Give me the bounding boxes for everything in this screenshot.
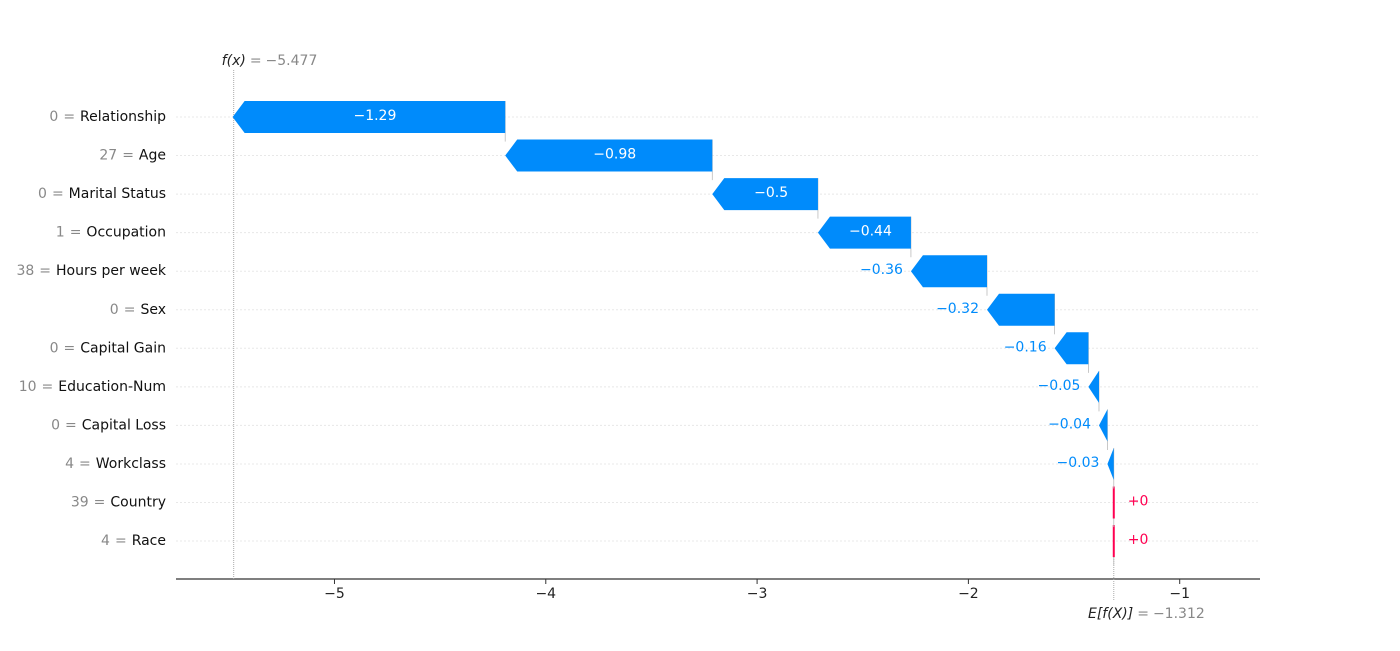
- feature-value: 0: [110, 302, 119, 318]
- bar: [1107, 447, 1114, 480]
- value-label: −0.36: [860, 262, 903, 278]
- value-label: −0.04: [1048, 416, 1091, 432]
- feature-label: 0 = Marital Status: [38, 186, 166, 202]
- feature-value: 0: [38, 186, 47, 202]
- base-label: E[f(X)] = −1.312: [1088, 606, 1205, 622]
- feature-name: Marital Status: [69, 186, 166, 202]
- feature-equals: =: [39, 263, 51, 279]
- x-tick-label: −4: [535, 586, 556, 602]
- bar: [986, 293, 1055, 326]
- feature-value: 0: [50, 340, 59, 356]
- feature-equals: =: [70, 225, 82, 241]
- feature-label: 4 = Race: [101, 533, 166, 549]
- feature-equals: =: [42, 379, 54, 395]
- x-tick-label: −2: [958, 586, 979, 602]
- x-tick-label: −5: [324, 586, 345, 602]
- feature-equals: =: [65, 417, 77, 433]
- base-name: E[f(X)]: [1088, 606, 1133, 622]
- x-tick-label: −3: [747, 586, 768, 602]
- value-label: −0.44: [849, 224, 892, 240]
- feature-value: 4: [65, 456, 74, 472]
- fx-value: −5.477: [266, 53, 318, 69]
- value-label: +0: [1128, 494, 1149, 510]
- feature-equals: =: [64, 340, 76, 356]
- feature-label: 0 = Capital Gain: [50, 340, 166, 356]
- feature-value: 39: [71, 495, 89, 511]
- feature-equals: =: [63, 109, 75, 125]
- feature-name: Capital Loss: [82, 417, 166, 433]
- feature-label: 4 = Workclass: [65, 456, 166, 472]
- fx-equals: =: [250, 53, 262, 69]
- bar: [910, 255, 987, 288]
- bar: [817, 216, 911, 249]
- feature-label: 38 = Hours per week: [16, 263, 166, 279]
- value-label: −0.05: [1038, 378, 1081, 394]
- feature-name: Relationship: [80, 109, 166, 125]
- bar: [1054, 332, 1089, 365]
- feature-equals: =: [79, 456, 91, 472]
- feature-equals: =: [124, 302, 136, 318]
- feature-equals: =: [94, 495, 106, 511]
- feature-name: Education-Num: [58, 379, 166, 395]
- feature-value: 0: [51, 417, 60, 433]
- feature-name: Workclass: [96, 456, 166, 472]
- feature-equals: =: [115, 533, 127, 549]
- feature-name: Country: [110, 495, 166, 511]
- feature-value: 1: [56, 225, 65, 241]
- feature-label: 0 = Capital Loss: [51, 417, 166, 433]
- feature-value: 0: [49, 109, 58, 125]
- feature-equals: =: [52, 186, 64, 202]
- bar: [712, 178, 818, 211]
- feature-name: Race: [132, 533, 166, 549]
- base-value: −1.312: [1153, 606, 1205, 622]
- feature-label: 0 = Relationship: [49, 109, 166, 125]
- feature-label: 39 = Country: [71, 495, 166, 511]
- bar: [1098, 409, 1108, 442]
- feature-name: Sex: [140, 302, 166, 318]
- feature-name: Age: [139, 148, 166, 164]
- feature-label: 27 = Age: [99, 148, 166, 164]
- value-label: −1.29: [353, 108, 396, 124]
- feature-label: 10 = Education-Num: [19, 379, 166, 395]
- bar: [232, 101, 506, 133]
- bar: [505, 139, 713, 172]
- bar: [1088, 370, 1099, 403]
- x-tick-label: −1: [1169, 586, 1190, 602]
- feature-value: 38: [16, 263, 34, 279]
- fx-label: f(x) = −5.477: [222, 53, 318, 69]
- feature-label: 1 = Occupation: [56, 225, 166, 241]
- feature-value: 10: [19, 379, 37, 395]
- value-label: −0.32: [936, 301, 979, 317]
- value-label: +0: [1128, 532, 1149, 548]
- feature-name: Capital Gain: [80, 340, 166, 356]
- value-label: −0.98: [593, 147, 636, 163]
- feature-value: 27: [99, 148, 117, 164]
- value-label: −0.03: [1057, 455, 1100, 471]
- base-equals: =: [1137, 606, 1149, 622]
- value-label: −0.16: [1004, 339, 1047, 355]
- feature-equals: =: [122, 148, 134, 164]
- feature-name: Hours per week: [56, 263, 167, 279]
- value-label: −0.5: [754, 185, 788, 201]
- fx-name: f(x): [222, 53, 246, 69]
- feature-label: 0 = Sex: [110, 302, 166, 318]
- feature-name: Occupation: [86, 225, 166, 241]
- feature-value: 4: [101, 533, 110, 549]
